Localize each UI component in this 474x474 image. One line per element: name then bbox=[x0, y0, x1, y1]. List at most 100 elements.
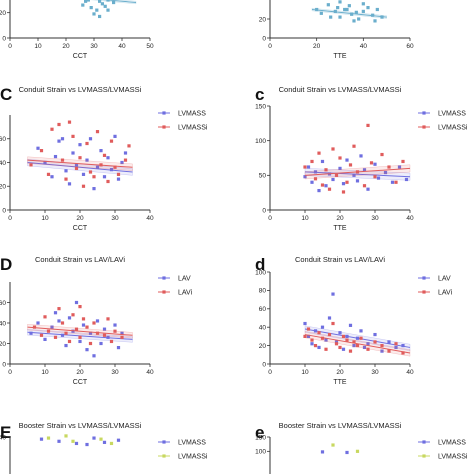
data-point bbox=[355, 449, 360, 453]
data-point bbox=[366, 187, 370, 191]
chart-top-right: 0 20 0 20 40 60 TTE bbox=[259, 0, 414, 60]
data-point bbox=[333, 9, 337, 13]
y-tick-label: 20 bbox=[259, 343, 267, 350]
data-point bbox=[380, 344, 384, 348]
trend-line bbox=[102, 0, 137, 4]
legend-swatch-marker bbox=[422, 125, 426, 129]
data-point bbox=[71, 313, 75, 317]
x-tick-label: 30 bbox=[371, 369, 379, 376]
data-point bbox=[29, 163, 33, 167]
data-point bbox=[95, 8, 99, 12]
y-tick-label: 0 bbox=[2, 207, 6, 214]
chart-panel-E: E Booster Strain vs LVMASS/LVMASSi 40 LVMAS… bbox=[0, 421, 208, 474]
x-tick-label: 10 bbox=[34, 43, 42, 50]
data-point bbox=[57, 319, 61, 323]
series-lvmass bbox=[320, 450, 349, 455]
data-point bbox=[64, 343, 68, 348]
data-point bbox=[92, 12, 96, 16]
data-point bbox=[352, 173, 356, 177]
data-point bbox=[331, 177, 335, 182]
data-point bbox=[355, 344, 360, 348]
data-point bbox=[103, 4, 107, 8]
data-point bbox=[113, 329, 117, 333]
data-point bbox=[390, 180, 395, 184]
data-point bbox=[88, 331, 93, 335]
data-point bbox=[329, 15, 333, 19]
data-point bbox=[113, 134, 117, 138]
x-tick-label: 10 bbox=[301, 369, 309, 376]
y-tick-label: 0 bbox=[262, 207, 266, 214]
data-point bbox=[120, 335, 124, 339]
data-point bbox=[86, 0, 90, 2]
data-point bbox=[99, 163, 103, 167]
data-point bbox=[394, 180, 398, 184]
data-point bbox=[89, 6, 93, 10]
data-point bbox=[313, 177, 318, 181]
data-point bbox=[401, 159, 405, 164]
data-point bbox=[369, 161, 374, 165]
legend-swatch-marker bbox=[422, 290, 426, 294]
panel-letter: e bbox=[255, 423, 264, 442]
data-point bbox=[50, 325, 54, 329]
data-point bbox=[95, 165, 100, 169]
series-lvmassi bbox=[303, 123, 411, 194]
data-point bbox=[345, 7, 349, 12]
y-tick-label: 80 bbox=[259, 288, 267, 295]
data-point bbox=[46, 329, 51, 333]
data-point bbox=[71, 151, 75, 155]
legend-label: LVMASS bbox=[178, 111, 206, 118]
chart-panel-C: C Conduit Strain vs LVMASS/LVMASSi 0 20 40 60… bbox=[0, 85, 208, 232]
y-tick-label: 20 bbox=[0, 184, 6, 191]
y-tick-label: 40 bbox=[0, 434, 6, 441]
data-point bbox=[57, 439, 61, 443]
series-lvmass bbox=[39, 436, 121, 447]
x-tick-label: 20 bbox=[62, 43, 70, 50]
x-tick-label: 30 bbox=[111, 369, 119, 376]
panel-letter: c bbox=[255, 85, 264, 104]
data-point bbox=[319, 11, 323, 15]
data-point bbox=[71, 439, 75, 443]
data-point bbox=[43, 315, 47, 319]
trend-line bbox=[311, 9, 387, 18]
y-tick-label: 0 bbox=[2, 361, 6, 368]
data-point bbox=[85, 442, 89, 447]
data-point bbox=[78, 335, 82, 339]
data-point bbox=[99, 341, 103, 346]
series-lvmassi bbox=[331, 443, 360, 453]
data-point bbox=[324, 168, 328, 172]
data-point bbox=[29, 331, 33, 335]
data-point bbox=[92, 436, 96, 440]
legend-swatch-marker bbox=[162, 125, 166, 129]
panel-letter: D bbox=[0, 255, 12, 274]
data-point bbox=[36, 321, 40, 325]
data-point bbox=[306, 334, 311, 338]
data-point bbox=[106, 317, 110, 321]
legend-swatch-marker bbox=[422, 276, 426, 280]
x-axis-label: CCT bbox=[73, 225, 88, 232]
data-point bbox=[102, 175, 107, 179]
data-point bbox=[326, 3, 330, 7]
x-axis-label: TTE bbox=[333, 225, 347, 232]
x-axis-label: CCT bbox=[73, 53, 88, 60]
y-tick-label: 60 bbox=[259, 306, 267, 313]
data-point bbox=[313, 329, 318, 333]
x-axis-label: TTE bbox=[333, 379, 347, 386]
panel-letter: d bbox=[255, 255, 265, 274]
data-point bbox=[341, 190, 346, 194]
data-point bbox=[98, 14, 102, 19]
data-point bbox=[338, 345, 342, 350]
data-point bbox=[109, 441, 114, 446]
data-point bbox=[106, 0, 110, 2]
data-point bbox=[102, 333, 107, 337]
data-point bbox=[39, 333, 44, 337]
x-tick-label: 20 bbox=[336, 215, 344, 222]
data-point bbox=[324, 338, 328, 342]
chart-title: Conduit Strain vs LAV/LAVi bbox=[35, 255, 125, 264]
data-point bbox=[306, 327, 311, 331]
data-point bbox=[317, 345, 321, 350]
data-point bbox=[50, 127, 54, 131]
data-point bbox=[81, 3, 85, 7]
y-tick-label: 150 bbox=[255, 434, 266, 441]
data-point bbox=[120, 331, 124, 335]
data-point bbox=[53, 154, 58, 159]
